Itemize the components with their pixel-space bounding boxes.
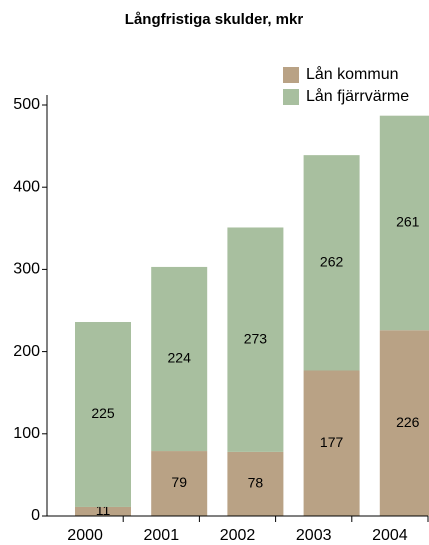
value-label: 273	[244, 330, 268, 346]
x-tick-label: 2000	[67, 527, 103, 544]
value-label: 262	[320, 254, 344, 270]
x-tick-label: 2003	[296, 527, 332, 544]
x-tick-label: 2004	[372, 527, 408, 544]
value-label: 225	[91, 405, 115, 421]
bar-segment	[151, 451, 208, 516]
y-tick-label: 300	[13, 261, 40, 278]
value-label: 79	[171, 474, 187, 490]
bar-segment	[379, 330, 429, 516]
legend-label: Lån kommun	[306, 65, 399, 83]
bar-segment	[303, 155, 360, 371]
value-label: 226	[396, 414, 420, 430]
legend-swatch	[283, 67, 299, 83]
bar-segment	[151, 266, 208, 452]
y-tick-label: 100	[13, 425, 40, 442]
y-tick-label: 0	[31, 507, 40, 524]
bar-segment	[75, 322, 131, 507]
value-label: 224	[168, 350, 192, 366]
chart-title: Långfristiga skulder, mkr	[125, 11, 304, 28]
bar-segment	[303, 370, 360, 516]
value-label: 261	[396, 214, 420, 230]
bar-segment	[227, 451, 284, 516]
bar-segment	[227, 227, 284, 452]
y-tick-label: 200	[13, 343, 40, 360]
y-tick-label: 500	[13, 96, 40, 113]
x-tick-label: 2002	[220, 527, 256, 544]
value-label: 177	[320, 434, 344, 450]
bar-segment	[75, 506, 131, 516]
bar-segment	[379, 115, 429, 331]
y-tick-label: 400	[13, 178, 40, 195]
legend-label: Lån fjärrvärme	[306, 87, 409, 105]
x-tick-label: 2001	[144, 527, 180, 544]
legend-swatch	[283, 89, 299, 105]
value-label: 78	[248, 475, 264, 491]
